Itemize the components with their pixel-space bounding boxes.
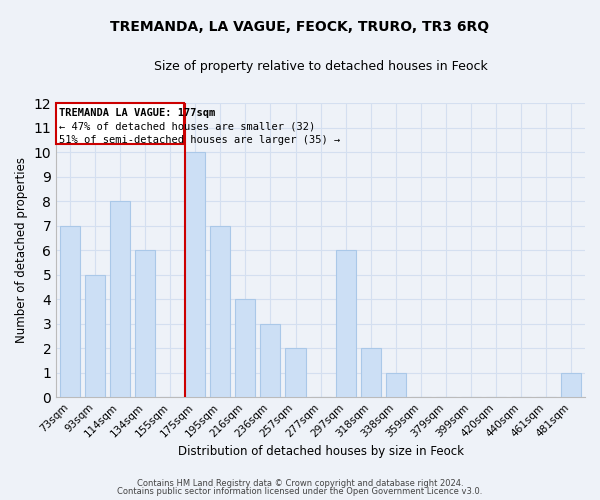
Text: ← 47% of detached houses are smaller (32): ← 47% of detached houses are smaller (32…: [59, 121, 316, 131]
Bar: [260, 324, 280, 397]
Bar: [361, 348, 381, 397]
Text: TREMANDA LA VAGUE: 177sqm: TREMANDA LA VAGUE: 177sqm: [59, 108, 215, 118]
Y-axis label: Number of detached properties: Number of detached properties: [15, 158, 28, 344]
Title: Size of property relative to detached houses in Feock: Size of property relative to detached ho…: [154, 60, 487, 73]
Bar: [85, 275, 105, 397]
Bar: [561, 372, 581, 397]
Bar: [386, 372, 406, 397]
Bar: [185, 152, 205, 397]
Text: TREMANDA, LA VAGUE, FEOCK, TRURO, TR3 6RQ: TREMANDA, LA VAGUE, FEOCK, TRURO, TR3 6R…: [110, 20, 490, 34]
Bar: [286, 348, 305, 397]
X-axis label: Distribution of detached houses by size in Feock: Distribution of detached houses by size …: [178, 444, 464, 458]
Bar: [110, 202, 130, 397]
Bar: [60, 226, 80, 397]
Text: 51% of semi-detached houses are larger (35) →: 51% of semi-detached houses are larger (…: [59, 134, 340, 144]
Bar: [235, 300, 256, 397]
Bar: [335, 250, 356, 397]
Bar: [211, 226, 230, 397]
Text: Contains public sector information licensed under the Open Government Licence v3: Contains public sector information licen…: [118, 487, 482, 496]
Bar: [56, 104, 184, 144]
Text: Contains HM Land Registry data © Crown copyright and database right 2024.: Contains HM Land Registry data © Crown c…: [137, 478, 463, 488]
Bar: [135, 250, 155, 397]
